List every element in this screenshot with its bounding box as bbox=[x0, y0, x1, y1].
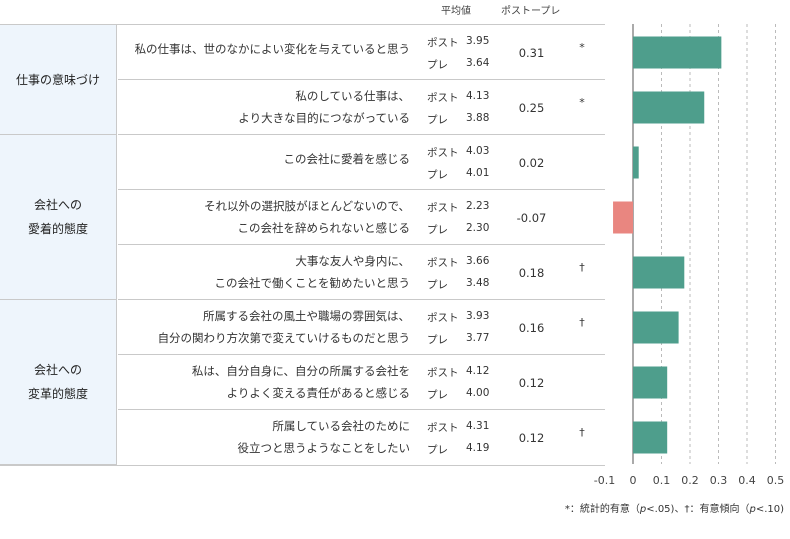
pre-label: プレ bbox=[427, 169, 448, 181]
bar-chart bbox=[605, 24, 790, 464]
post-value: 3.66 bbox=[466, 255, 490, 267]
item-text: 私のしている仕事は、 より大きな目的につながっている bbox=[238, 89, 410, 125]
post-label: ポスト bbox=[427, 92, 459, 104]
significance-mark: * bbox=[579, 96, 585, 109]
post-value: 4.03 bbox=[466, 145, 490, 157]
post-value: 3.93 bbox=[466, 310, 490, 322]
mean-header: 平均値 bbox=[441, 6, 471, 17]
bar bbox=[633, 146, 639, 179]
diff-value: 0.12 bbox=[518, 431, 545, 445]
row-divider bbox=[118, 79, 605, 80]
pre-value: 3.77 bbox=[466, 332, 490, 344]
post-label: ポスト bbox=[427, 367, 459, 379]
row-divider bbox=[118, 409, 605, 410]
post-label: ポスト bbox=[427, 422, 459, 434]
group-transformation: 会社への 変革的態度 bbox=[0, 300, 117, 465]
pre-value: 3.88 bbox=[466, 112, 490, 124]
x-tick-label: 0.1 bbox=[652, 474, 671, 487]
item-text: 私は、自分自身に、自分の所属する会社を よりよく変える責任があると感じる bbox=[191, 364, 410, 400]
bar bbox=[613, 201, 633, 234]
item-text: 所属している会社のために 役立つと思うようなことをしたい bbox=[237, 419, 411, 455]
pre-value: 3.64 bbox=[466, 57, 490, 69]
bar bbox=[633, 36, 722, 69]
bar bbox=[633, 91, 705, 124]
footnote: *：統計的有意（p<.05)、†：有意傾向（p<.10) bbox=[565, 500, 784, 515]
x-tick-label: -0.1 bbox=[593, 474, 616, 487]
x-tick-label: 0.2 bbox=[681, 474, 699, 487]
pre-value: 2.30 bbox=[466, 222, 490, 234]
pre-label: プレ bbox=[427, 59, 448, 71]
footnote-part: <.05)、†：有意傾向（ bbox=[646, 504, 750, 515]
group-meaning: 仕事の意味づけ bbox=[0, 25, 117, 135]
diff-value: 0.18 bbox=[518, 266, 545, 280]
pre-value: 4.00 bbox=[466, 387, 490, 399]
significance-mark: † bbox=[579, 426, 585, 439]
bar bbox=[633, 311, 679, 344]
pre-label: プレ bbox=[427, 389, 448, 401]
post-label: ポスト bbox=[427, 312, 459, 324]
diff-value: 0.16 bbox=[518, 321, 545, 335]
significance-mark: † bbox=[579, 316, 585, 329]
post-label: ポスト bbox=[427, 147, 459, 159]
post-label: ポスト bbox=[427, 202, 459, 214]
diff-header: ポストープレ bbox=[501, 6, 561, 17]
pre-label: プレ bbox=[427, 224, 448, 236]
x-tick-label: 0.4 bbox=[738, 474, 756, 487]
diff-value: -0.07 bbox=[516, 211, 547, 225]
significance-mark: * bbox=[579, 41, 585, 54]
row-divider bbox=[118, 299, 605, 300]
row-divider bbox=[118, 189, 605, 190]
item-text: この会社に愛着を感じる bbox=[283, 152, 411, 166]
diff-value: 0.31 bbox=[518, 46, 545, 60]
post-value: 4.31 bbox=[466, 420, 490, 432]
pre-label: プレ bbox=[427, 279, 448, 291]
x-tick-label: 0.3 bbox=[709, 474, 728, 487]
pre-value: 3.48 bbox=[466, 277, 490, 289]
diff-value: 0.25 bbox=[518, 101, 545, 115]
group-attachment: 会社への 愛着的態度 bbox=[0, 135, 117, 300]
pre-label: プレ bbox=[427, 334, 448, 346]
item-text: それ以外の選択肢がほとんどないので、 この会社を辞められないと感じる bbox=[204, 199, 410, 235]
footnote-p: p bbox=[639, 504, 647, 515]
post-value: 3.95 bbox=[466, 35, 490, 47]
pre-value: 4.01 bbox=[466, 167, 490, 179]
bar-chart-svg bbox=[613, 24, 776, 464]
pre-label: プレ bbox=[427, 114, 448, 126]
pre-value: 4.19 bbox=[466, 442, 490, 454]
bar bbox=[633, 256, 685, 289]
item-text: 所属する会社の風土や職場の雰囲気は、 自分の関わり方次第で変えていけるものだと思… bbox=[157, 309, 410, 345]
footnote-p: p bbox=[749, 504, 756, 515]
item-text: 大事な友人や身内に、 この会社で働くことを勧めたいと思う bbox=[214, 254, 411, 290]
bar bbox=[633, 366, 668, 399]
row-divider bbox=[118, 134, 605, 135]
row-divider bbox=[118, 354, 605, 355]
footnote-part: *：統計的有意（ bbox=[564, 504, 640, 515]
footnote-part: <.10) bbox=[755, 504, 784, 515]
post-value: 4.13 bbox=[466, 90, 490, 102]
diff-value: 0.02 bbox=[518, 156, 545, 170]
x-tick-label: 0.5 bbox=[766, 474, 785, 487]
item-text: 私の仕事は、世のなかによい変化を与えていると思う bbox=[134, 42, 410, 56]
significance-mark: † bbox=[579, 261, 585, 274]
diff-value: 0.12 bbox=[518, 376, 545, 390]
x-tick-label: 0 bbox=[629, 474, 637, 487]
post-label: ポスト bbox=[427, 257, 459, 269]
post-label: ポスト bbox=[427, 37, 459, 49]
post-value: 4.12 bbox=[466, 365, 490, 377]
table-frame bbox=[0, 24, 605, 466]
pre-label: プレ bbox=[427, 444, 448, 456]
bar bbox=[633, 421, 668, 454]
post-value: 2.23 bbox=[466, 200, 490, 212]
row-divider bbox=[118, 244, 605, 245]
